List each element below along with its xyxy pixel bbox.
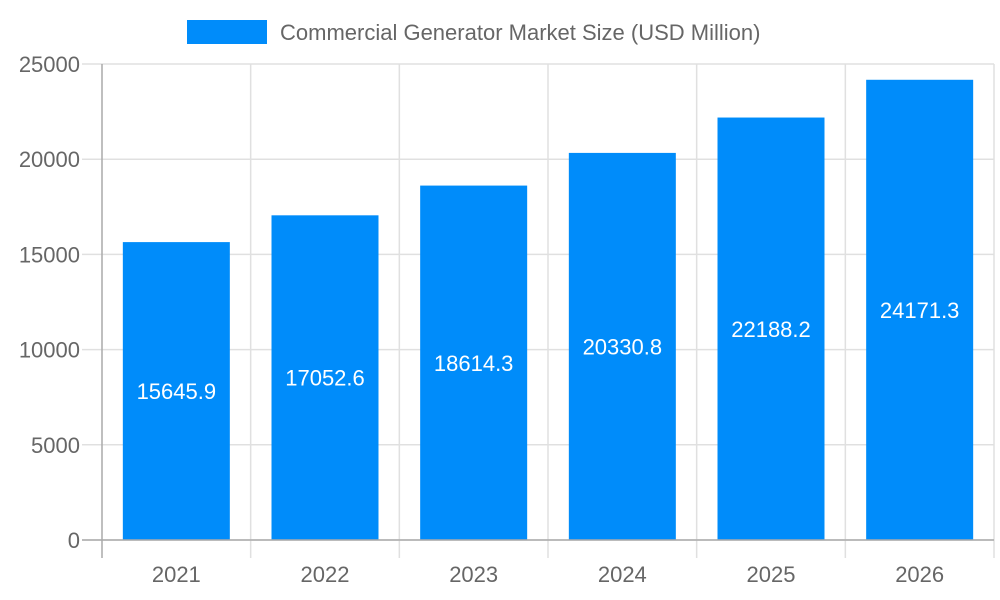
data-label: 20330.8 bbox=[583, 334, 663, 359]
data-label: 22188.2 bbox=[731, 317, 811, 342]
y-tick-label: 15000 bbox=[19, 242, 80, 267]
bar bbox=[420, 185, 528, 540]
x-tick-label: 2025 bbox=[747, 562, 796, 587]
data-label: 18614.3 bbox=[434, 351, 514, 376]
bar bbox=[271, 215, 379, 541]
y-tick-label: 5000 bbox=[31, 433, 80, 458]
axes: 0 5000 10000 15000 20000 25000 2021 2022 2023 202… bbox=[19, 52, 994, 587]
x-tick-label: 2023 bbox=[449, 562, 498, 587]
x-tick-label: 2026 bbox=[895, 562, 944, 587]
y-tick-label: 10000 bbox=[19, 338, 80, 363]
legend-label: Commercial Generator Market Size (USD Mi… bbox=[280, 20, 760, 45]
bar bbox=[568, 152, 676, 541]
x-tick-label: 2022 bbox=[301, 562, 350, 587]
y-tick-label: 0 bbox=[68, 528, 80, 553]
bar bbox=[122, 242, 230, 541]
x-tick-label: 2021 bbox=[152, 562, 201, 587]
data-label: 15645.9 bbox=[137, 379, 217, 404]
y-tick-label: 25000 bbox=[19, 52, 80, 77]
y-tick-label: 20000 bbox=[19, 147, 80, 172]
bar bbox=[866, 79, 974, 541]
legend-swatch bbox=[187, 20, 267, 44]
data-label: 17052.6 bbox=[285, 366, 365, 391]
grid bbox=[82, 63, 995, 558]
legend[interactable]: Commercial Generator Market Size (USD Mi… bbox=[187, 20, 760, 45]
bars: 15645.9 17052.6 18614.3 20330.8 22188.2 24171… bbox=[122, 79, 974, 541]
data-label: 24171.3 bbox=[880, 298, 960, 323]
x-tick-label: 2024 bbox=[598, 562, 647, 587]
bar bbox=[717, 117, 825, 540]
